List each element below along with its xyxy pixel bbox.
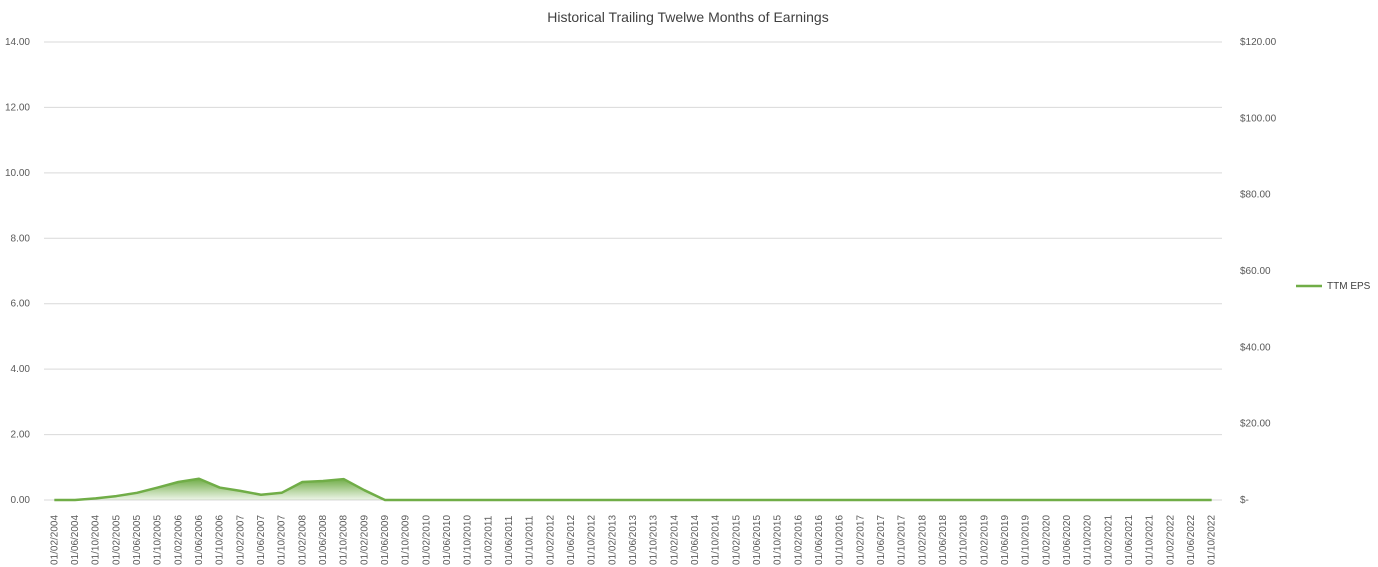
left-tick-label: 6.00 (11, 299, 31, 310)
series-area-0 (54, 478, 1212, 500)
x-tick-label: 01/06/2004 (70, 515, 81, 565)
x-tick-label: 01/06/2018 (938, 515, 949, 565)
right-tick-label: $100.00 (1240, 113, 1277, 124)
x-tick-label: 01/10/2004 (91, 515, 102, 565)
x-tick-label: 01/06/2005 (132, 515, 143, 565)
x-tick-label: 01/02/2009 (359, 515, 370, 565)
x-tick-label: 01/02/2010 (421, 515, 432, 565)
legend: TTM EPS (1296, 281, 1371, 292)
left-tick-label: 12.00 (5, 102, 30, 113)
legend-label: TTM EPS (1327, 281, 1371, 292)
x-tick-label: 01/06/2021 (1124, 515, 1135, 565)
left-tick-label: 8.00 (11, 233, 31, 244)
x-tick-label: 01/06/2008 (318, 515, 329, 565)
x-tick-label: 01/10/2011 (525, 515, 536, 565)
x-tick-label: 01/10/2021 (1145, 515, 1156, 565)
left-axis: 0.00 2.00 4.00 6.00 8.00 10.00 12.00 14.00 (5, 37, 30, 506)
right-tick-label: $40.00 (1240, 342, 1271, 353)
x-tick-label: 01/02/2019 (979, 515, 990, 565)
x-tick-label: 01/10/2010 (463, 515, 474, 565)
chart-title: Historical Trailing Twelwe Months of Ear… (547, 9, 828, 25)
x-tick-label: 01/10/2016 (835, 515, 846, 565)
x-tick-label: 01/10/2005 (153, 515, 164, 565)
x-tick-label: 01/06/2014 (690, 515, 701, 565)
x-tick-label: 01/06/2010 (442, 515, 453, 565)
x-tick-label: 01/06/2011 (504, 515, 515, 565)
x-tick-label: 01/02/2021 (1103, 515, 1114, 565)
right-tick-label: $- (1240, 495, 1249, 506)
x-tick-label: 01/10/2014 (711, 515, 722, 565)
x-tick-label: 01/02/2014 (669, 515, 680, 565)
left-tick-label: 2.00 (11, 430, 31, 441)
x-tick-label: 01/02/2018 (917, 515, 928, 565)
x-tick-label: 01/02/2015 (731, 515, 742, 565)
left-tick-label: 14.00 (5, 37, 30, 48)
right-axis: $- $20.00 $40.00 $60.00 $80.00 $100.00 $120.00 (1240, 37, 1277, 506)
x-tick-label: 01/06/2013 (628, 515, 639, 565)
x-tick-label: 01/06/2009 (380, 515, 391, 565)
x-tick-label: 01/10/2007 (277, 515, 288, 565)
right-tick-label: $60.00 (1240, 266, 1271, 277)
x-tick-label: 01/06/2016 (814, 515, 825, 565)
left-tick-label: 4.00 (11, 364, 31, 375)
x-tick-label: 01/06/2017 (876, 515, 887, 565)
x-tick-label: 01/10/2013 (649, 515, 660, 565)
x-tick-label: 01/10/2022 (1207, 515, 1218, 565)
x-tick-label: 01/06/2007 (256, 515, 267, 565)
x-tick-label: 01/02/2004 (49, 515, 60, 565)
x-tick-label: 01/10/2008 (339, 515, 350, 565)
x-tick-label: 01/06/2020 (1062, 515, 1073, 565)
x-tick-label: 01/02/2006 (173, 515, 184, 565)
x-tick-label: 01/02/2022 (1165, 515, 1176, 565)
x-tick-label: 01/10/2017 (897, 515, 908, 565)
right-tick-label: $20.00 (1240, 419, 1271, 430)
x-tick-label: 01/02/2011 (483, 515, 494, 565)
x-tick-label: 01/02/2016 (793, 515, 804, 565)
x-tick-label: 01/10/2006 (215, 515, 226, 565)
right-tick-label: $120.00 (1240, 37, 1277, 48)
x-tick-label: 01/10/2020 (1083, 515, 1094, 565)
x-tick-label: 01/10/2012 (587, 515, 598, 565)
x-axis: 01/02/2004 01/06/2004 01/10/2004 01/02/2005… (49, 515, 1217, 565)
x-tick-label: 01/02/2013 (607, 515, 618, 565)
x-tick-label: 01/02/2020 (1041, 515, 1052, 565)
x-tick-label: 01/10/2009 (401, 515, 412, 565)
left-tick-label: 10.00 (5, 168, 30, 179)
x-tick-label: 01/02/2012 (545, 515, 556, 565)
x-tick-label: 01/10/2019 (1021, 515, 1032, 565)
x-tick-label: 01/10/2015 (773, 515, 784, 565)
right-tick-label: $80.00 (1240, 190, 1271, 201)
x-tick-label: 01/06/2012 (566, 515, 577, 565)
gridlines (44, 41, 1222, 501)
x-tick-label: 01/06/2022 (1186, 515, 1197, 565)
x-tick-label: 01/02/2008 (297, 515, 308, 565)
x-tick-label: 01/06/2019 (1000, 515, 1011, 565)
left-tick-label: 0.00 (11, 495, 31, 506)
x-tick-label: 01/02/2005 (111, 515, 122, 565)
x-tick-label: 01/10/2018 (959, 515, 970, 565)
x-tick-label: 01/02/2017 (855, 515, 866, 565)
x-tick-label: 01/02/2007 (235, 515, 246, 565)
x-tick-label: 01/06/2006 (194, 515, 205, 565)
series-layer (54, 477, 1212, 502)
x-tick-label: 01/06/2015 (752, 515, 763, 565)
